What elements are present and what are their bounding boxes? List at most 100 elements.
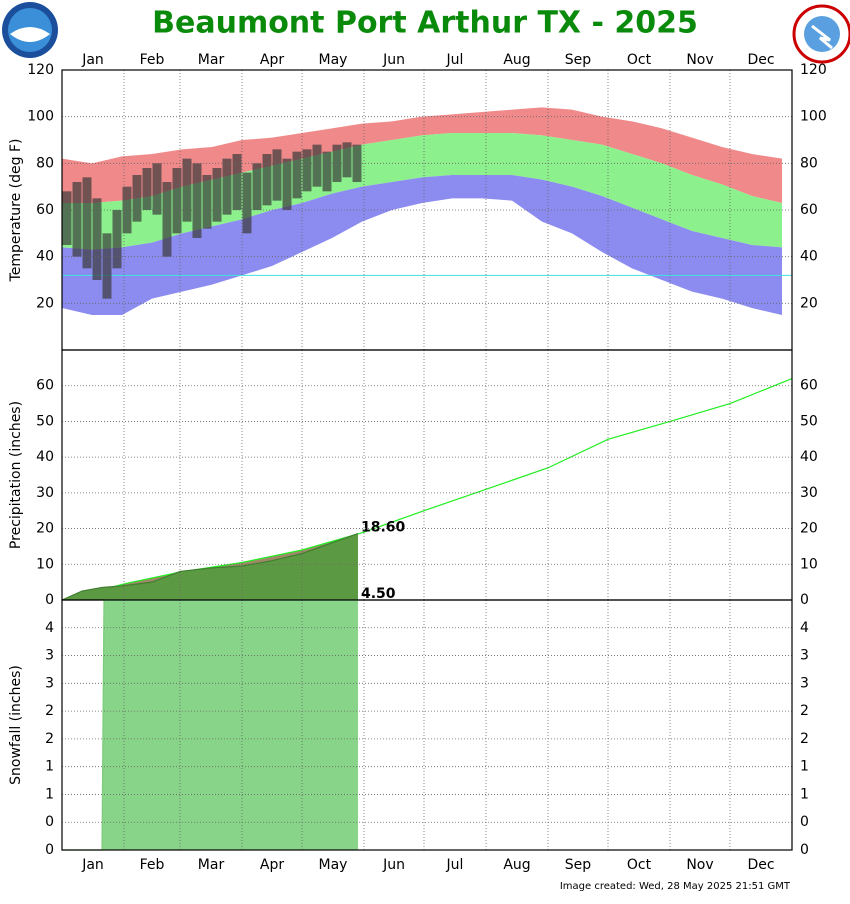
y-tick-label: 3 — [800, 648, 809, 664]
x-tick-label: Feb — [140, 857, 165, 873]
y-tick-label: 60 — [800, 202, 818, 218]
x-tick-label: Dec — [747, 857, 774, 873]
y-tick-label: 3 — [45, 675, 54, 691]
observed-bar — [232, 154, 242, 210]
observed-bar — [122, 186, 132, 234]
y-tick-label: 3 — [45, 648, 54, 664]
observed-bar — [292, 151, 302, 199]
y-tick-label: 20 — [800, 521, 818, 537]
x-tick-label: Oct — [627, 52, 652, 68]
observed-bar — [132, 175, 142, 222]
temperature-band — [62, 107, 782, 203]
cumulative-area — [62, 533, 358, 600]
y-tick-label: 120 — [800, 62, 827, 78]
y-tick-label: 50 — [36, 413, 54, 429]
observed-bar — [222, 158, 232, 215]
observed-bar — [62, 191, 72, 245]
panel: 20 20 40 40 60 60 80 80 100 100 120 120 Jan Feb Mar Apr… — [8, 52, 827, 351]
x-tick-label: Sep — [565, 857, 592, 873]
y-tick-label: 100 — [800, 109, 827, 125]
y-tick-label: 1 — [45, 759, 54, 775]
x-tick-label: Jun — [382, 52, 405, 68]
y-tick-label: 80 — [36, 155, 54, 171]
x-tick-label: Oct — [627, 857, 652, 873]
observed-bar — [312, 144, 322, 187]
y-tick-label: 120 — [27, 62, 54, 78]
chart-title: Beaumont Port Arthur TX - 2025 — [152, 6, 698, 41]
x-tick-label: May — [319, 857, 348, 873]
temperature-band — [62, 133, 782, 250]
cumulative-line — [61, 533, 359, 601]
x-tick-label: Mar — [198, 857, 225, 873]
x-tick-label: Jan — [81, 857, 104, 873]
x-tick-label: Jun — [382, 857, 405, 873]
y-tick-label: 40 — [800, 249, 818, 265]
observed-bar — [332, 144, 342, 182]
x-tick-label: Apr — [260, 52, 284, 68]
y-tick-label: 1 — [800, 786, 809, 802]
observed-bar — [342, 142, 352, 178]
observed-bar — [152, 163, 162, 215]
y-tick-label: 4 — [800, 620, 809, 636]
x-tick-label: Aug — [503, 857, 530, 873]
y-tick-label: 10 — [36, 556, 54, 572]
y-tick-label: 0 — [800, 592, 809, 608]
y-tick-label: 0 — [800, 814, 809, 830]
nws-logo — [792, 4, 850, 64]
panel-frame — [61, 599, 793, 851]
y-tick-label: 10 — [800, 556, 818, 572]
observed-bar — [282, 158, 292, 210]
y-tick-label: 2 — [800, 703, 809, 719]
panel: 18.60 0 0 10 10 20 20 30 30 40 40 50 50 60 60 Precipita… — [8, 349, 818, 608]
y-tick-label: 1 — [800, 759, 809, 775]
observed-bar — [322, 151, 332, 192]
noaa-logo — [2, 2, 58, 58]
y-axis-label: Precipitation (inches) — [8, 401, 24, 549]
y-tick-label: 2 — [45, 703, 54, 719]
y-tick-label: 2 — [800, 731, 809, 747]
y-axis-label: Temperature (deg F) — [8, 139, 24, 283]
y-tick-label: 60 — [36, 378, 54, 394]
y-tick-label: 2 — [45, 731, 54, 747]
value-label: 4.50 — [361, 586, 396, 602]
x-tick-label: May — [319, 52, 348, 68]
observed-bar — [92, 198, 102, 280]
observed-bar — [252, 163, 262, 210]
footer: Image created: Wed, 28 May 2025 21:51 GM… — [560, 881, 791, 892]
observed-bar — [82, 177, 92, 269]
observed-bar — [242, 172, 252, 234]
observed-bar — [172, 168, 182, 234]
x-tick-label: Nov — [686, 857, 713, 873]
x-tick-label: Nov — [686, 52, 713, 68]
y-tick-label: 40 — [800, 449, 818, 465]
panel: 4.50 0 0 0 0 1 1 1 1 2 2 2 2 3 3 3 3 4 4 Jan Feb Mar Apr May Jun… — [8, 586, 809, 873]
y-tick-label: 0 — [45, 592, 54, 608]
y-tick-label: 3 — [800, 675, 809, 691]
observed-bar — [212, 168, 222, 222]
value-label: 18.60 — [361, 520, 406, 536]
y-tick-label: 60 — [800, 378, 818, 394]
y-tick-label: 30 — [36, 485, 54, 501]
y-tick-label: 1 — [45, 786, 54, 802]
x-tick-label: Jul — [446, 52, 464, 68]
observed-bar — [162, 182, 172, 257]
observed-bar — [272, 149, 282, 201]
observed-bar — [192, 163, 202, 238]
y-tick-label: 20 — [800, 295, 818, 311]
x-tick-label: Jul — [446, 857, 464, 873]
y-tick-label: 20 — [36, 295, 54, 311]
y-tick-label: 0 — [45, 814, 54, 830]
y-tick-label: 80 — [800, 155, 818, 171]
y-tick-label: 60 — [36, 202, 54, 218]
observed-bar — [202, 175, 212, 229]
observed-bar — [262, 154, 272, 206]
y-axis-label: Snowfall (inches) — [8, 665, 24, 785]
x-tick-label: Feb — [140, 52, 165, 68]
y-tick-label: 0 — [800, 842, 809, 858]
y-tick-label: 0 — [45, 842, 54, 858]
x-tick-label: Mar — [198, 52, 225, 68]
y-tick-label: 40 — [36, 249, 54, 265]
y-tick-label: 30 — [800, 485, 818, 501]
observed-bar — [112, 210, 122, 269]
